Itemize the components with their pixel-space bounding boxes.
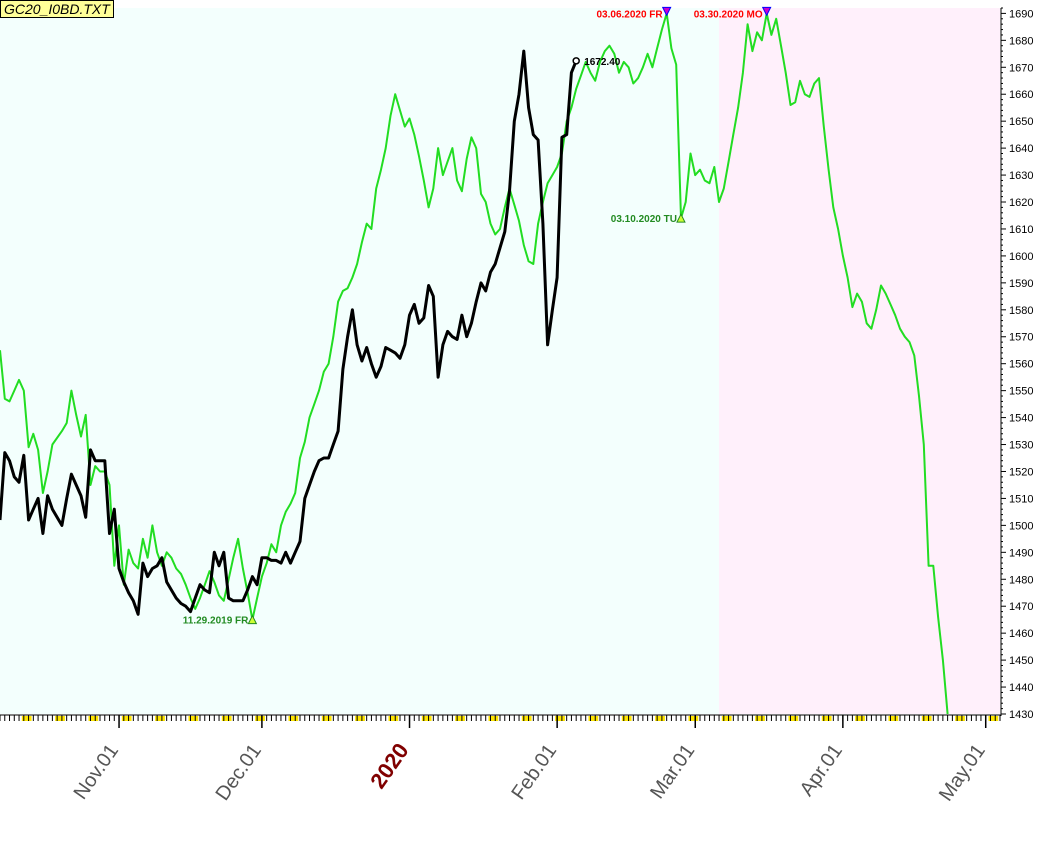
annotation-layer: 11.29.2019 FR 03.06.2020 FR 03.30.2020 MO 0… — [183, 6, 772, 627]
x-tick-label: 2020 — [365, 739, 414, 793]
plot-background-left — [0, 8, 720, 714]
annotation-label: 03.10.2020 TU — [611, 214, 677, 225]
y-tick-label: 1610 — [1009, 224, 1033, 236]
high-marker-icon — [761, 6, 772, 17]
plot-background-shaded — [719, 8, 1000, 714]
annotation-label: 11.29.2019 FR — [183, 616, 249, 627]
y-tick-label: 1620 — [1009, 197, 1033, 209]
y-tick-label: 1540 — [1009, 413, 1033, 425]
file-label: GC20_I0BD.TXT — [0, 0, 114, 18]
y-tick-label: 1630 — [1009, 170, 1033, 182]
y-tick-label: 1430 — [1009, 709, 1033, 721]
x-tick-label: Nov.01 — [70, 740, 124, 803]
series-layer — [0, 12, 949, 715]
last-price-icon — [572, 57, 580, 65]
low-marker-icon — [676, 213, 686, 223]
y-tick-label: 1660 — [1009, 89, 1033, 101]
y-tick-label: 1520 — [1009, 466, 1033, 478]
y-tick-label: 1480 — [1009, 574, 1033, 586]
x-tick-label: Mar.01 — [646, 740, 699, 803]
y-tick-label: 1680 — [1009, 35, 1033, 47]
y-tick-label: 1510 — [1009, 493, 1033, 505]
y-tick-label: 1490 — [1009, 547, 1033, 559]
y-tick-label: 1530 — [1009, 440, 1033, 452]
y-tick-label: 1570 — [1009, 332, 1033, 344]
y-tick-label: 1460 — [1009, 628, 1033, 640]
x-tick-label: Feb.01 — [508, 740, 562, 804]
high-marker-icon — [661, 6, 672, 17]
y-tick-label: 1650 — [1009, 116, 1033, 128]
y-tick-label: 1450 — [1009, 655, 1033, 667]
x-tick-label: Apr.01 — [796, 740, 847, 800]
y-tick-label: 1640 — [1009, 143, 1033, 155]
x-tick-label: Dec.01 — [212, 740, 266, 805]
y-tick-label: 1470 — [1009, 601, 1033, 613]
x-axis: Nov.01 Dec.01 2020 Feb.01 Mar.01 Apr.01 May.01 — [0, 714, 1001, 805]
y-tick-label: 1500 — [1009, 520, 1033, 532]
y-tick-label: 1440 — [1009, 682, 1033, 694]
y-tick-label: 1600 — [1009, 251, 1033, 263]
green-projection-line — [0, 12, 949, 715]
y-tick-label: 1560 — [1009, 359, 1033, 371]
annotation-label: 03.06.2020 FR — [596, 9, 663, 20]
x-tick-label: May.01 — [935, 740, 990, 805]
y-tick-label: 1590 — [1009, 278, 1033, 290]
y-axis: 1430 1440 1450 1460 1470 1480 1490 1500 1510 1520… — [1000, 7, 1033, 721]
low-marker-icon — [247, 614, 258, 625]
last-price-label: 1672.40 — [584, 57, 621, 68]
annotation-label: 03.30.2020 MO — [694, 9, 763, 20]
y-tick-label: 1580 — [1009, 305, 1033, 317]
black-price-line — [0, 49, 578, 616]
y-tick-label: 1690 — [1009, 8, 1033, 20]
y-tick-label: 1550 — [1009, 386, 1033, 398]
y-tick-label: 1670 — [1009, 62, 1033, 74]
